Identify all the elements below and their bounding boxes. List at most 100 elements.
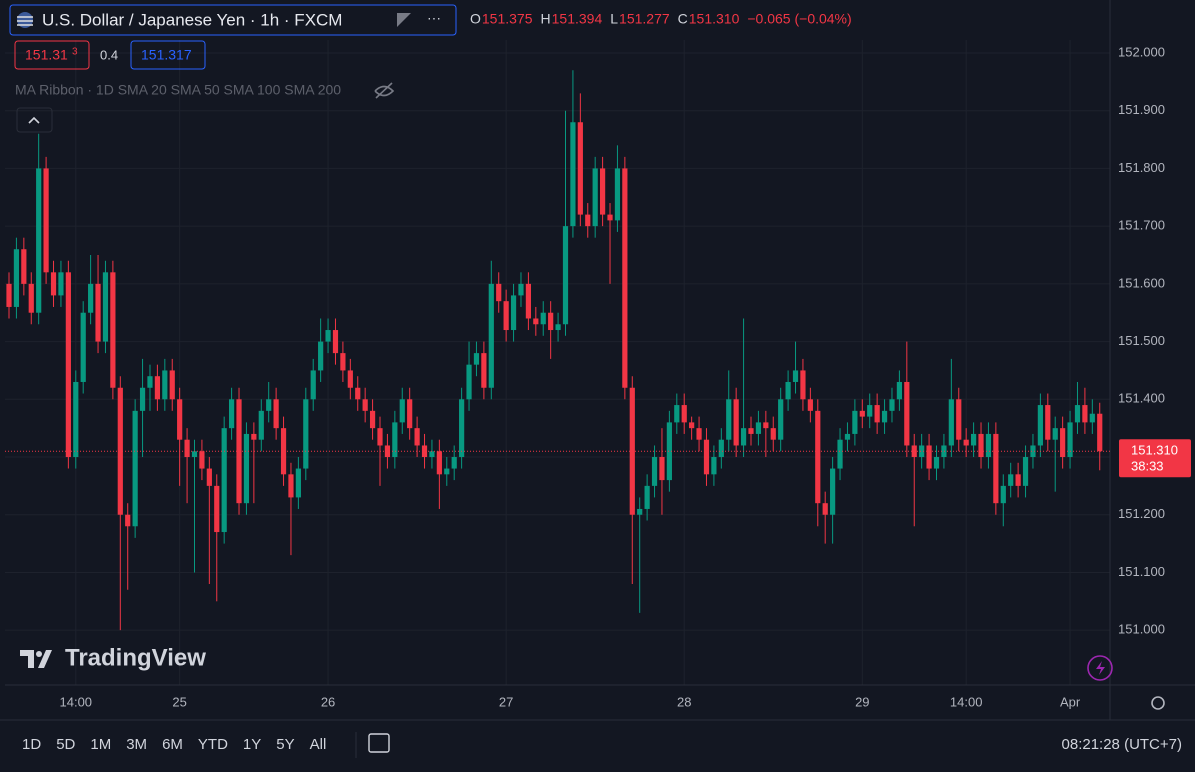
candle-body <box>73 381 79 458</box>
countdown: 38:33 <box>1131 459 1164 474</box>
candle-body <box>822 503 828 515</box>
candle-body <box>674 405 680 423</box>
candle-body <box>258 410 264 440</box>
candle-body <box>191 451 198 458</box>
alert-icon[interactable] <box>1087 655 1113 681</box>
candle-body <box>243 433 250 504</box>
range-button[interactable]: 3M <box>126 736 147 753</box>
sell-button[interactable] <box>14 40 90 70</box>
candle-body <box>43 168 49 273</box>
candle-body <box>548 312 554 331</box>
candle-body <box>50 272 57 296</box>
candle-body <box>266 399 272 411</box>
candle-body <box>154 376 160 400</box>
candle-body <box>117 387 123 515</box>
candle-body <box>229 399 235 429</box>
legend-value: 151.375 <box>482 11 533 27</box>
spread: 0.4 <box>100 47 118 62</box>
alert-bolt <box>1096 661 1105 675</box>
candle-body <box>815 410 821 504</box>
candle-body <box>421 445 428 458</box>
y-tick-label: 151.600 <box>1118 275 1165 290</box>
candle-body <box>1037 405 1043 446</box>
candle-body <box>1030 445 1036 458</box>
candle-body <box>651 457 658 486</box>
candle-body <box>21 249 27 284</box>
range-button[interactable]: YTD <box>198 736 228 753</box>
range-button[interactable]: 1D <box>22 736 41 753</box>
clock[interactable]: 08:21:28 (UTC+7) <box>1062 736 1182 753</box>
x-tick-label: 25 <box>172 694 186 709</box>
settings-icon[interactable] <box>1151 696 1165 710</box>
candle-body <box>993 433 999 504</box>
range-button[interactable]: 5D <box>56 736 75 753</box>
legend-key: O <box>470 11 481 27</box>
candle-body <box>273 399 279 429</box>
range-button[interactable]: 6M <box>162 736 183 753</box>
candle-body <box>347 370 353 388</box>
candle-body <box>13 249 20 307</box>
grid-layer <box>5 40 1110 685</box>
y-tick-label: 151.400 <box>1118 391 1165 406</box>
logo-dot <box>36 651 42 657</box>
candle-body <box>837 439 843 469</box>
candle-body <box>919 445 925 458</box>
candle-body <box>399 399 405 423</box>
candle-body <box>28 283 34 313</box>
candle-body <box>295 468 301 498</box>
candle-body <box>555 324 561 331</box>
price-label: 151.310 <box>1131 443 1178 458</box>
candle-body <box>904 381 910 446</box>
legend-value: 151.277 <box>619 11 670 27</box>
symbol-flag[interactable] <box>397 13 411 27</box>
x-tick-label: 14:00 <box>60 694 93 709</box>
candle-body <box>985 433 992 458</box>
candle-body <box>481 353 487 388</box>
candle-body <box>666 422 672 481</box>
candle-body <box>169 370 175 400</box>
candle-body <box>711 457 717 475</box>
candle-body <box>644 485 650 509</box>
x-tick-label: 14:00 <box>950 694 983 709</box>
range-button[interactable]: 1M <box>90 736 111 753</box>
price-label-box <box>1119 439 1191 478</box>
legend-key: L <box>610 11 618 27</box>
candle-body <box>1000 485 1006 504</box>
candle-body <box>637 508 643 515</box>
candle-body <box>318 341 324 371</box>
collapse-button[interactable] <box>16 107 53 133</box>
range-button[interactable]: All <box>310 736 327 753</box>
candle-body <box>896 381 902 400</box>
symbol-box[interactable] <box>9 4 457 36</box>
symbol-title[interactable]: U.S. Dollar / Japanese Yen · 1h · FXCM <box>42 10 342 29</box>
candle-body <box>496 283 502 302</box>
y-tick-label: 151.100 <box>1118 564 1165 579</box>
candle-body <box>941 445 947 458</box>
hide-icon[interactable] <box>374 82 395 99</box>
buy-button[interactable] <box>130 40 206 70</box>
candle-body <box>830 468 836 515</box>
candle-body <box>340 353 346 371</box>
candle-body <box>459 399 465 458</box>
candle-body <box>303 399 309 469</box>
candle-body <box>58 272 64 296</box>
buy-price[interactable]: 151.317 <box>141 47 192 63</box>
candle-body <box>177 399 183 440</box>
range-button[interactable]: 5Y <box>276 736 294 753</box>
candle-body <box>874 405 880 423</box>
candle-body <box>36 168 42 313</box>
more-icon[interactable]: ··· <box>427 10 441 26</box>
sell-price[interactable]: 151.31 <box>25 47 68 63</box>
range-button[interactable]: 1Y <box>243 736 261 753</box>
x-tick-label: 26 <box>321 694 335 709</box>
sell-pip[interactable]: 3 <box>72 47 78 58</box>
legend-key: C <box>678 11 688 27</box>
indicator-legend[interactable]: MA Ribbon · 1D SMA 20 SMA 50 SMA 100 SMA… <box>15 82 341 98</box>
candle-body <box>800 370 806 400</box>
candle-body <box>718 439 724 458</box>
x-tick-label: 27 <box>499 694 513 709</box>
candle-body <box>681 405 687 423</box>
date-range-icon[interactable] <box>368 733 390 753</box>
